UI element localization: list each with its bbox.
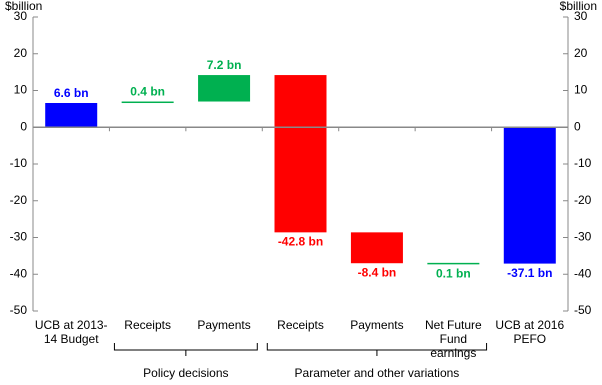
group-bracket: [266, 343, 488, 356]
value-label: 6.6 bn: [54, 86, 89, 100]
y2-tick-label: -20: [574, 193, 592, 207]
y2-tick-label: 20: [574, 46, 588, 60]
y2-tick-label: -30: [574, 230, 592, 244]
y2-tick-label: -10: [574, 156, 592, 170]
x-tick-label: Net Future Fund earnings: [424, 318, 482, 360]
x-tick-label: UCB at 2016 PEFO: [495, 318, 565, 346]
y-tick-label: -30: [10, 230, 28, 244]
y2-tick-label: -40: [574, 266, 592, 280]
group-label: Parameter and other variations: [295, 366, 460, 380]
group-bracket: [113, 343, 258, 356]
y-tick-label: -40: [10, 266, 28, 280]
y-tick-label: 0: [20, 119, 27, 133]
bar: [427, 262, 480, 265]
y-tick-label: -10: [10, 156, 28, 170]
y2-tick-label: 30: [574, 9, 588, 23]
y-tick-label: 30: [14, 9, 28, 23]
group-label: Policy decisions: [143, 366, 228, 380]
x-tick-label: Receipts: [124, 318, 171, 332]
value-label: 7.2 bn: [207, 58, 242, 72]
y2-axis-label: $billion: [560, 0, 597, 13]
y-tick-label: -50: [10, 303, 28, 317]
y2-tick-label: -50: [574, 303, 592, 317]
y-tick-label: 10: [14, 83, 28, 97]
value-label: -8.4 bn: [358, 265, 397, 279]
value-label: -37.1 bn: [507, 266, 552, 280]
value-label: -42.8 bn: [278, 235, 323, 249]
y2-tick-label: 0: [574, 119, 581, 133]
bar: [121, 101, 174, 104]
y-axis-label: $billion: [5, 0, 42, 13]
y-tick-label: 20: [14, 46, 28, 60]
x-tick-label: UCB at 2013-14 Budget: [34, 318, 108, 346]
value-label: 0.4 bn: [130, 85, 165, 99]
y-tick-label: -20: [10, 193, 28, 207]
bar: [198, 75, 251, 102]
bar: [503, 127, 556, 264]
x-tick-label: Receipts: [277, 318, 324, 332]
x-tick-label: Payments: [350, 318, 404, 332]
bar: [45, 102, 98, 128]
value-label: 0.1 bn: [436, 267, 471, 281]
bar: [350, 232, 403, 264]
y2-tick-label: 10: [574, 83, 588, 97]
bar: [274, 75, 327, 233]
x-tick-label: Payments: [197, 318, 251, 332]
